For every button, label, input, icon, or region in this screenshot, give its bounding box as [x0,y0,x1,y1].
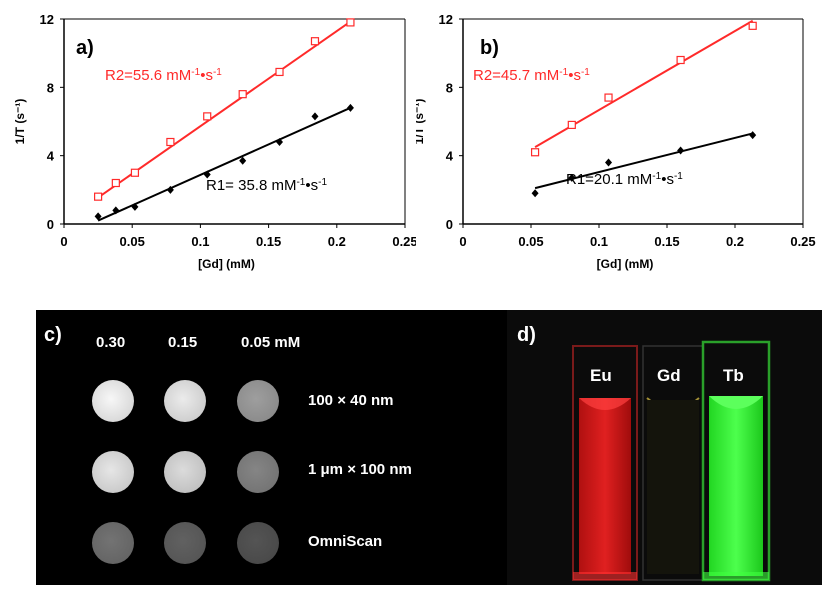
data-point [111,178,120,188]
cuvette-photo-panel: d) [507,310,822,585]
data-point [203,112,212,121]
data-point [677,146,685,155]
fit-line [97,20,352,199]
concentration-label-2: 0.15 [168,334,198,351]
data-point [203,170,211,179]
phantom-well [164,451,206,493]
data-point [568,173,576,182]
data-point [748,21,757,30]
x-tick-label: 0 [459,234,466,249]
data-point [238,90,247,99]
y-tick-label: 8 [47,80,54,95]
panel-d-letter: d) [517,324,536,346]
mri-phantom-panel: c) 0.30 0.15 0.05 mM 100 × 40 nm 1 μm × … [36,310,508,585]
data-point [346,18,355,27]
data-point [131,202,139,211]
row-label-2: 1 μm × 100 nm [308,461,412,478]
data-point [166,185,174,194]
panel-c-letter: c) [44,324,62,346]
y-tick-label: 4 [446,149,454,164]
y-tick-label: 12 [40,12,54,27]
cuvette-label-tb: Tb [723,366,744,385]
data-point [311,112,319,121]
phantom-well [237,522,279,564]
data-point [130,168,140,177]
x-axis-label: [Gd] (mM) [597,257,654,271]
concentration-label-3: 0.05 mM [241,334,301,351]
x-tick-label: 0.1 [590,234,608,249]
x-tick-label: 0 [60,234,67,249]
y-tick-label: 4 [47,149,55,164]
cuvette-gd [642,345,704,581]
phantom-well [92,451,134,493]
y-axis-label: 1/T (s⁻¹) [416,99,426,145]
y-tick-label: 0 [47,217,54,232]
cuvette-label-gd: Gd [657,366,681,385]
cuvette-label-eu: Eu [590,366,612,385]
x-axis-label: [Gd] (mM) [198,257,255,271]
series-label: R1=20.1 mM-1•s-1 [566,171,683,188]
data-point [604,93,613,102]
phantom-well [237,380,279,422]
y-tick-label: 8 [446,80,453,95]
data-point [112,206,120,215]
data-point [275,67,284,77]
chart-a: 0 0.05 0.1 0.15 0.2 0.25 0 4 8 12 [Gd] (mM) 1/T (s⁻… [13,12,416,271]
x-tick-label: 0.2 [328,234,346,249]
panel-letter: a) [76,37,94,59]
cuvette-tb [701,340,771,582]
data-point [530,148,540,157]
data-point [94,212,102,221]
data-point [676,55,685,65]
x-tick-label: 0.05 [120,234,145,249]
chart-b: 0 0.05 0.1 0.15 0.2 0.25 0 4 8 12 [Gd] (mM) 1/T (s⁻… [416,12,816,271]
x-tick-label: 0.15 [256,234,281,249]
data-point [310,37,320,46]
x-tick-label: 0.1 [191,234,209,249]
data-point [239,156,247,165]
data-point [93,192,103,201]
concentration-label-1: 0.30 [96,334,126,351]
row-label-1: 100 × 40 nm [308,392,394,409]
row-label-3: OmniScan [308,533,383,550]
data-point [531,189,539,198]
cuvette-drawing [572,340,771,582]
series-label: R1= 35.8 mM-1•s-1 [206,177,327,194]
panel-letter: b) [480,37,499,59]
phantom-well [164,522,206,564]
phantom-well [92,522,134,564]
series-label: R2=55.6 mM-1•s-1 [105,67,222,84]
data-point [605,158,613,167]
data-point [567,120,576,130]
y-tick-label: 12 [439,12,453,27]
y-tick-label: 0 [446,217,453,232]
y-axis-label: 1/T (s⁻¹) [13,99,27,145]
x-tick-label: 0.15 [654,234,679,249]
data-point [346,103,354,112]
data-point [276,138,284,146]
fit-line [97,106,351,222]
data-point [166,137,175,147]
x-tick-label: 0.2 [726,234,744,249]
x-tick-label: 0.05 [518,234,543,249]
phantom-well [92,380,134,422]
series-label: R2=45.7 mM-1•s-1 [473,67,590,84]
phantom-well [237,451,279,493]
x-tick-label: 0.25 [790,234,815,249]
phantom-well [164,380,206,422]
x-tick-label: 0.25 [392,234,416,249]
cuvette-eu [572,345,638,581]
data-point [749,131,757,140]
